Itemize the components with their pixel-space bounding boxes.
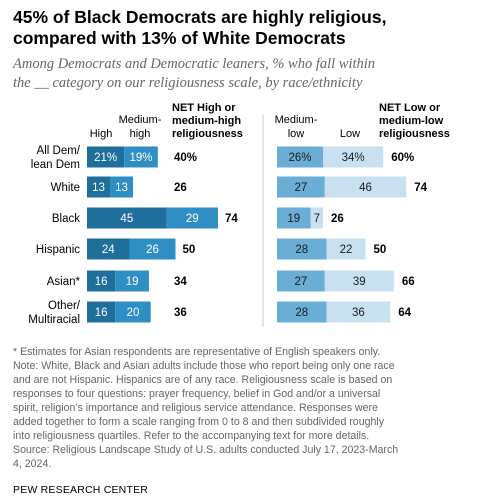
note-line: Source: Religious Landscape Study of U.S… (13, 443, 473, 457)
column-header-medium-high: high (130, 128, 151, 140)
source-organization: PEW RESEARCH CENTER (13, 484, 148, 496)
note-line: into religiousness quartiles. Refer to t… (13, 429, 473, 443)
column-header-net-low: religiousness (379, 128, 450, 140)
data-label-medium-high: 29 (186, 213, 199, 225)
data-label-low: 39 (353, 276, 366, 288)
data-label-high: 13 (92, 182, 105, 194)
data-label-low: 46 (359, 182, 372, 194)
data-label-medium-high: 20 (127, 307, 140, 319)
row-label: Other/ (48, 300, 81, 312)
data-label-low: 22 (340, 244, 353, 256)
column-header-net-low: medium-low (379, 115, 444, 127)
data-label-medium-high: 19% (129, 152, 152, 164)
stacked-bar-chart: All Dem/lean Dem White Black Hispanic Asian*… (0, 0, 480, 340)
net-value-high: 40% (174, 152, 197, 164)
row-label: Asian* (47, 276, 81, 288)
net-value-low: 26 (331, 213, 344, 225)
net-value-low: 66 (402, 276, 415, 288)
row-label: Multiracial (28, 314, 80, 326)
note-line: and are not Hispanic. Hispanics are of a… (13, 373, 473, 387)
chart-notes: * Estimates for Asian respondents are re… (13, 345, 473, 471)
net-value-high: 50 (183, 244, 196, 256)
row-label: Black (52, 213, 80, 225)
net-value-low: 50 (374, 244, 387, 256)
column-header-low: Low (340, 128, 360, 140)
row-label: White (51, 182, 80, 194)
note-line: Note: White, Black and Asian adults incl… (13, 359, 473, 373)
data-label-medium-low: 28 (295, 244, 308, 256)
note-line: 4, 2024. (13, 457, 473, 471)
net-value-high: 36 (174, 307, 187, 319)
net-value-low: 64 (398, 307, 411, 319)
data-label-medium-high: 19 (126, 276, 139, 288)
column-header-net-high: religiousness (172, 128, 243, 140)
note-line: * Estimates for Asian respondents are re… (13, 345, 473, 359)
data-label-medium-low: 19 (287, 213, 300, 225)
data-label-high: 16 (95, 307, 108, 319)
row-label: Hispanic (36, 244, 80, 256)
data-label-high: 24 (102, 244, 115, 256)
note-line: added together to form a scale ranging f… (13, 415, 473, 429)
note-line: spirit, religion’s importance and religi… (13, 401, 473, 415)
note-line: responses to four questions: prayer freq… (13, 387, 473, 401)
data-label-medium-high: 26 (146, 244, 159, 256)
column-header-medium-high: Medium- (119, 114, 162, 126)
data-label-medium-high: 13 (115, 182, 128, 194)
column-header-high: High (90, 128, 113, 140)
row-label: lean Dem (31, 159, 80, 171)
data-label-low: 7 (314, 213, 320, 225)
net-value-high: 26 (174, 182, 187, 194)
data-label-high: 45 (120, 213, 133, 225)
column-header-net-high: NET High or (172, 102, 236, 114)
data-label-medium-low: 27 (294, 276, 307, 288)
net-value-low: 74 (414, 182, 427, 194)
net-value-high: 74 (225, 213, 238, 225)
net-value-low: 60% (391, 152, 414, 164)
column-header-net-high: medium-high (172, 115, 241, 127)
data-label-medium-low: 27 (294, 182, 307, 194)
data-label-medium-low: 28 (295, 307, 308, 319)
net-value-high: 34 (174, 276, 187, 288)
column-header-medium-low: low (288, 128, 305, 140)
data-label-low: 36 (352, 307, 365, 319)
data-label-medium-low: 26% (288, 152, 311, 164)
data-label-high: 16 (95, 276, 108, 288)
column-header-medium-low: Medium- (275, 114, 318, 126)
data-label-high: 21% (94, 152, 117, 164)
row-label: All Dem/ (37, 145, 81, 157)
data-label-low: 34% (342, 152, 365, 164)
column-header-net-low: NET Low or (379, 102, 441, 114)
